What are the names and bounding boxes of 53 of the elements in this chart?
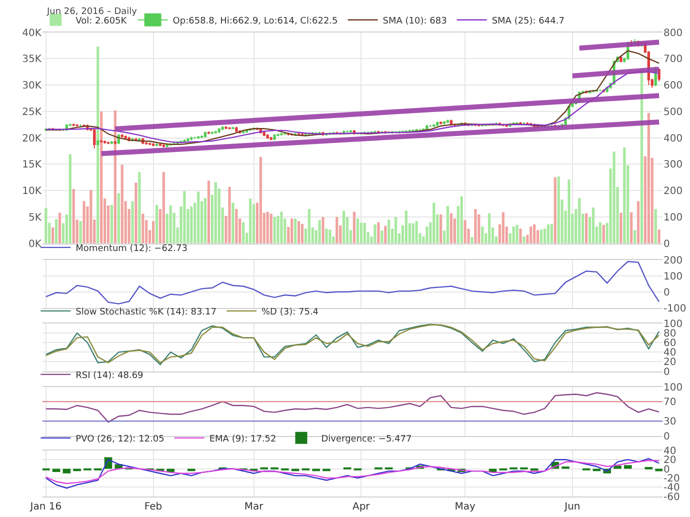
x-tick-label: Feb	[144, 501, 162, 512]
y-tick-label: 40	[664, 348, 676, 359]
y-tick-label: 20	[664, 455, 676, 466]
legend-label: SMA (10): 683	[382, 16, 447, 26]
y-tick-label: 5K	[28, 212, 42, 224]
y2-tick-label: 400	[664, 133, 683, 144]
legend-label: %D (3): 75.4	[262, 307, 319, 318]
y-tick-label: 40K	[22, 28, 42, 39]
y-tick-label: 35K	[22, 54, 42, 66]
y-tick-label: 80	[664, 328, 676, 340]
y2-tick-label: 300	[664, 160, 683, 171]
y-tick-label: 0K	[28, 238, 42, 250]
y-tick-label: 0	[664, 366, 670, 378]
legend-label: Slow Stochastic %K (14): 83.17	[76, 307, 217, 318]
x-tick-label: Jun	[564, 501, 580, 512]
y-tick-label: 15K	[22, 160, 42, 171]
y-tick-label: 30	[664, 416, 676, 428]
y-tick-label: 60	[664, 338, 676, 350]
y2-tick-label: 700	[664, 54, 683, 66]
y-tick-label: 40	[664, 446, 676, 457]
y-tick-label: 100	[664, 271, 683, 282]
legend-label: Vol: 2.605K	[76, 16, 128, 26]
y-tick-label: 30K	[22, 80, 42, 92]
legend-label: RSI (14): 48.69	[76, 370, 144, 381]
y2-tick-label: 800	[664, 28, 683, 39]
y-tick-label: 200	[664, 255, 683, 266]
y-tick-label: -100	[664, 303, 686, 314]
y2-tick-label: 600	[664, 80, 683, 92]
y-tick-label: -60	[664, 492, 680, 503]
legend-label: Op:658.8, Hi:662.9, Lo:614, Cl:622.5	[172, 16, 338, 26]
y-tick-label: -20	[664, 473, 680, 484]
x-tick-label: May	[454, 501, 476, 512]
y-tick-label: 100	[664, 318, 683, 330]
legend-label: EMA (9): 17.52	[209, 434, 276, 444]
y-tick-label: -40	[664, 482, 680, 494]
y-tick-label: 100	[664, 382, 683, 394]
y-tick-label: 20	[664, 357, 676, 368]
y-tick-label: 0	[664, 464, 670, 476]
y-tick-label: 0	[664, 287, 670, 298]
x-tick-label: Mar	[244, 501, 264, 512]
x-tick-label: Apr	[352, 501, 371, 512]
legend-label: Divergence: −5.477	[321, 434, 412, 444]
chart-subtitle: Jun 26, 2016 – Daily	[46, 7, 138, 17]
y-tick-label: 0	[664, 431, 670, 442]
y-tick-label: 25K	[22, 106, 42, 118]
legend-label: Momentum (12): −62.73	[76, 244, 188, 254]
y2-tick-label: 500	[664, 106, 683, 118]
y-tick-label: 20K	[22, 133, 42, 144]
legend-label: SMA (25): 644.7	[492, 16, 564, 26]
x-tick-label: Jan 16	[29, 501, 62, 512]
y-tick-label: 70	[664, 397, 676, 408]
legend-label: PVO (26, 12): 12.05	[76, 434, 164, 444]
y-tick-label: 10K	[22, 186, 42, 198]
